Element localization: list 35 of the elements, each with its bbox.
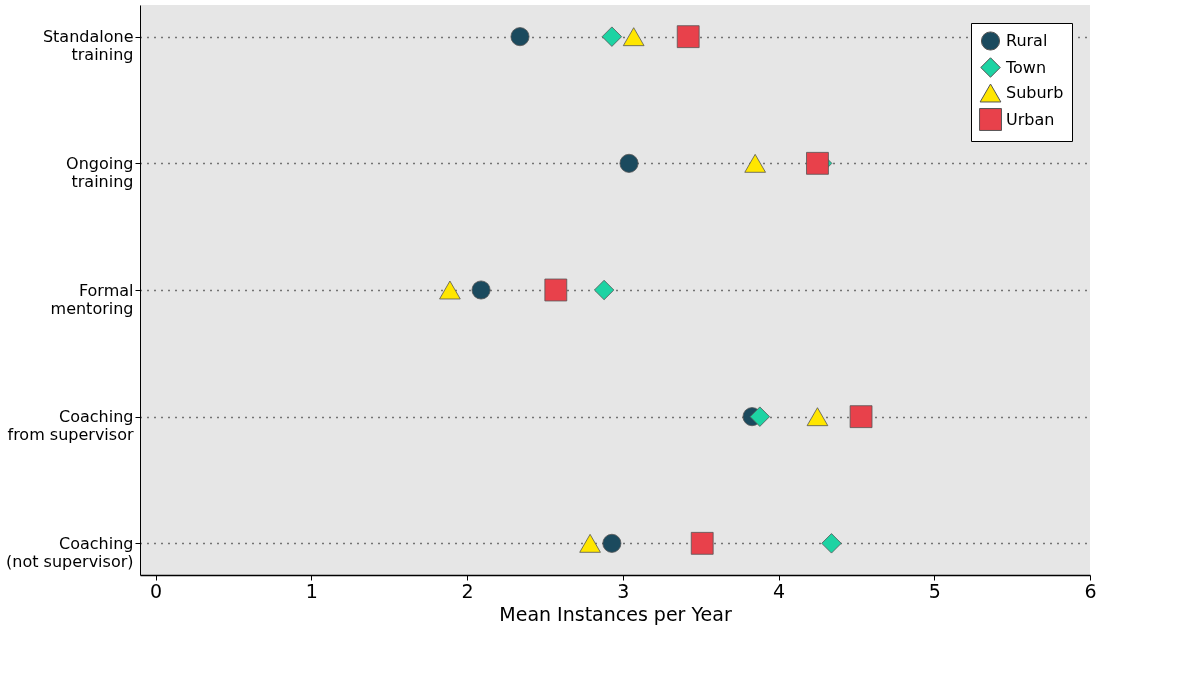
legend-label: Urban: [1006, 109, 1055, 129]
x-tick-label: 2: [461, 579, 474, 602]
point: [601, 26, 623, 47]
point: [579, 533, 601, 553]
point: [593, 279, 615, 301]
point: [544, 278, 568, 302]
x-tick-label: 1: [305, 579, 318, 602]
x-tick-label: 0: [150, 579, 163, 602]
point: [602, 533, 622, 553]
point: [439, 280, 461, 300]
x-axis-title: Mean Instances per Year: [499, 602, 732, 625]
point: [849, 405, 873, 429]
y-tick-label: Coaching from supervisor: [7, 407, 134, 445]
point: [744, 153, 766, 173]
x-tick-label: 4: [772, 579, 786, 602]
x-tick-label: 5: [928, 579, 941, 602]
legend-label: Suburb: [1006, 83, 1064, 102]
legend-label: Town: [1005, 57, 1047, 77]
y-tick-label: Coaching (not supervisor): [6, 533, 134, 571]
point: [676, 25, 700, 49]
point: [821, 533, 842, 554]
point: [806, 407, 829, 427]
y-tick-label: Formal mentoring: [50, 280, 134, 318]
x-tick-label: 3: [617, 579, 630, 602]
point: [690, 531, 714, 555]
legend-label: Rural: [1006, 31, 1048, 50]
x-tick-label: 6: [1084, 579, 1097, 602]
y-tick-label: Standalone training: [42, 27, 134, 65]
point: [622, 27, 645, 47]
y-tick-label: Ongoing training: [66, 153, 134, 191]
point: [749, 406, 770, 427]
point: [510, 27, 530, 47]
point: [806, 151, 829, 175]
point: [471, 280, 491, 300]
point: [619, 153, 639, 173]
